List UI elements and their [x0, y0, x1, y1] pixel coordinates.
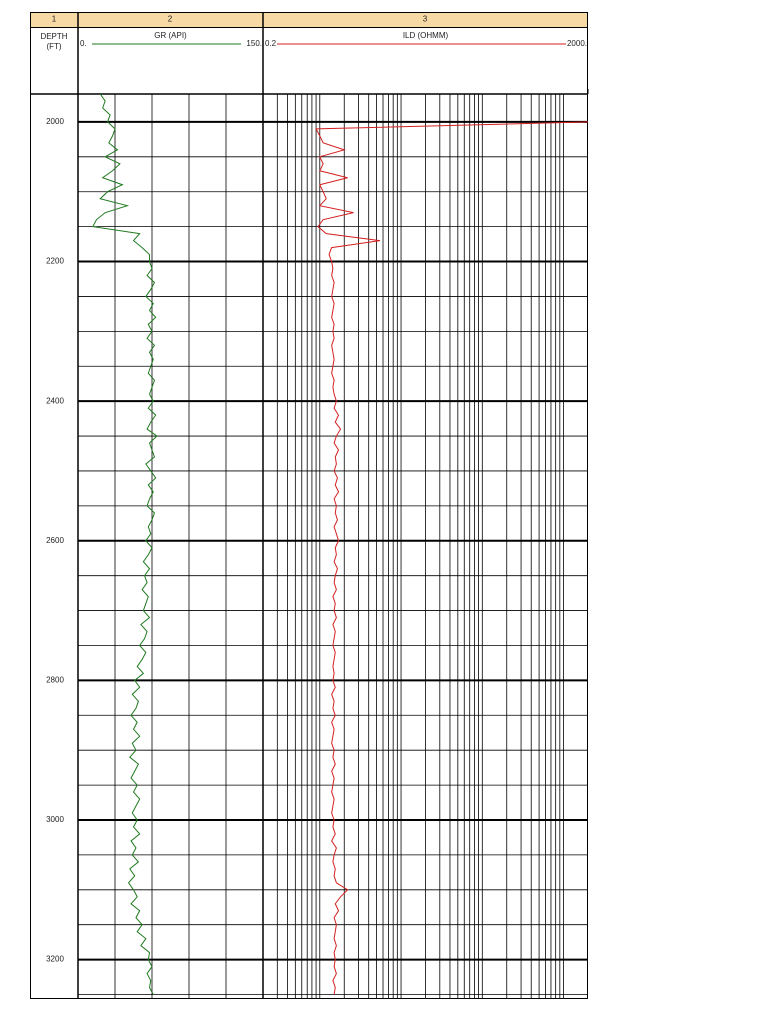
header-band — [30, 12, 588, 27]
x-tick-label: 2000. — [567, 39, 587, 48]
y-tick-label: 3000 — [46, 815, 64, 824]
y-tick-label: 2800 — [46, 675, 64, 684]
y-tick-label: 3200 — [46, 955, 64, 964]
depth-label: (FT) — [46, 42, 61, 51]
y-tick-label: 2600 — [46, 536, 64, 545]
x-tick-label: 0.2 — [265, 39, 277, 48]
track-label: 3 — [423, 15, 428, 24]
log-curve — [315, 121, 589, 995]
y-tick-label: 2200 — [46, 257, 64, 266]
depth-label: DEPTH — [40, 32, 67, 41]
log-curve — [92, 93, 158, 995]
x-tick-label: 0. — [80, 39, 87, 48]
y-tick-label: 2400 — [46, 396, 64, 405]
y-tick-label: 2000 — [46, 117, 64, 126]
x-tick-label: 150. — [246, 39, 262, 48]
track-label: 2 — [168, 15, 173, 24]
curve-name: ILD (OHMM) — [403, 31, 449, 40]
track-label: 1 — [52, 15, 57, 24]
frame — [30, 12, 588, 999]
curve-name: GR (API) — [154, 31, 187, 40]
